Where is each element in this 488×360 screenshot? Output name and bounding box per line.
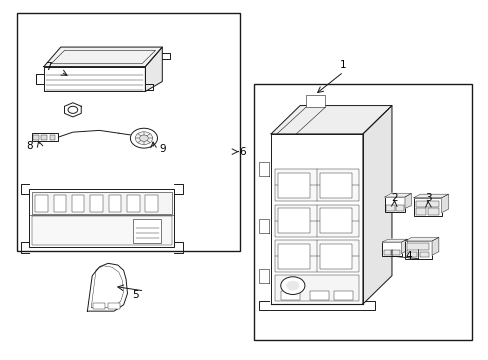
Bar [93, 303, 105, 309]
Bar [386, 205, 394, 211]
Polygon shape [382, 239, 407, 242]
Bar [305, 95, 325, 107]
Bar [32, 192, 172, 214]
Polygon shape [404, 193, 410, 208]
Bar [133, 219, 161, 243]
Bar [392, 250, 399, 255]
Bar [35, 195, 48, 212]
Bar [127, 195, 139, 212]
Polygon shape [362, 105, 391, 304]
Text: 4: 4 [405, 251, 411, 261]
Bar [33, 135, 39, 140]
Bar [384, 197, 404, 212]
Bar [29, 189, 174, 247]
Text: 1: 1 [340, 60, 346, 70]
Polygon shape [404, 238, 438, 241]
Bar [17, 13, 239, 251]
Circle shape [139, 135, 148, 141]
Bar [108, 303, 120, 309]
Bar [72, 195, 84, 212]
Circle shape [280, 277, 305, 294]
Circle shape [286, 281, 299, 290]
Polygon shape [270, 134, 362, 304]
Text: 3: 3 [424, 193, 430, 203]
Polygon shape [145, 47, 162, 91]
Polygon shape [270, 105, 391, 134]
Bar [415, 201, 438, 207]
Polygon shape [259, 269, 268, 283]
Bar [274, 205, 358, 237]
Text: 2: 2 [390, 193, 397, 203]
Bar [254, 84, 471, 339]
Bar [145, 195, 158, 212]
Polygon shape [64, 103, 81, 117]
Bar [274, 240, 358, 272]
Bar [320, 208, 351, 233]
Polygon shape [259, 219, 268, 233]
Bar [278, 208, 309, 233]
Bar [320, 244, 351, 269]
Bar [41, 135, 47, 140]
Polygon shape [413, 194, 447, 198]
Bar [419, 252, 428, 257]
Bar [427, 208, 438, 215]
Polygon shape [44, 47, 162, 67]
Polygon shape [401, 239, 407, 253]
Bar [406, 252, 416, 257]
Bar [274, 169, 358, 201]
Circle shape [68, 106, 78, 113]
Bar [108, 195, 121, 212]
Polygon shape [431, 238, 438, 255]
Bar [395, 205, 403, 211]
Text: 8: 8 [26, 141, 33, 151]
Bar [90, 195, 102, 212]
Polygon shape [259, 162, 268, 176]
Bar [382, 242, 401, 256]
Bar [404, 241, 431, 259]
Bar [415, 208, 426, 215]
Text: 6: 6 [238, 147, 245, 157]
Polygon shape [87, 263, 127, 311]
Text: 5: 5 [132, 290, 139, 300]
Bar [32, 133, 58, 141]
Bar [320, 173, 351, 198]
Bar [50, 135, 54, 140]
Bar [53, 195, 66, 212]
Bar [333, 291, 352, 300]
Polygon shape [384, 193, 410, 197]
Bar [274, 275, 358, 301]
Text: 7: 7 [45, 62, 52, 72]
Bar [32, 216, 172, 244]
Bar [309, 291, 328, 300]
Bar [278, 244, 309, 269]
Bar [406, 243, 428, 250]
Circle shape [135, 132, 152, 145]
Bar [280, 291, 300, 300]
Bar [413, 198, 441, 216]
Polygon shape [44, 67, 145, 91]
Text: 9: 9 [159, 144, 165, 154]
Bar [383, 250, 391, 255]
Circle shape [130, 128, 157, 148]
Polygon shape [441, 194, 447, 213]
Bar [278, 173, 309, 198]
